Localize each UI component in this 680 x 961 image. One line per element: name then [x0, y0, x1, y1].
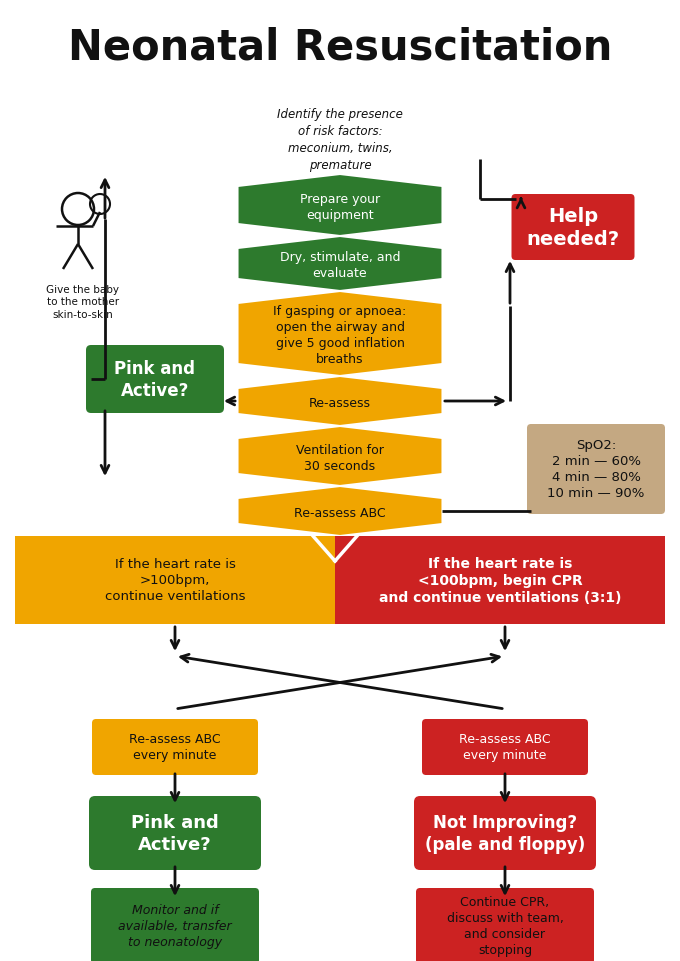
FancyBboxPatch shape [422, 719, 588, 776]
Text: Not Improving?
(pale and floppy): Not Improving? (pale and floppy) [425, 813, 585, 853]
Polygon shape [237, 175, 443, 236]
FancyBboxPatch shape [335, 536, 665, 625]
Text: Re-assess: Re-assess [309, 396, 371, 409]
Text: Continue CPR,
discuss with team,
and consider
stopping: Continue CPR, discuss with team, and con… [447, 896, 564, 956]
FancyBboxPatch shape [92, 719, 258, 776]
FancyBboxPatch shape [414, 796, 596, 870]
Text: Neonatal Resuscitation: Neonatal Resuscitation [68, 27, 612, 69]
Text: Pink and
Active?: Pink and Active? [131, 813, 219, 853]
Text: If the heart rate is
<100bpm, begin CPR
and continue ventilations (3:1): If the heart rate is <100bpm, begin CPR … [379, 556, 622, 604]
FancyBboxPatch shape [86, 346, 224, 413]
Polygon shape [237, 377, 443, 427]
Text: Give the baby
to the mother
skin-to-skin: Give the baby to the mother skin-to-skin [46, 284, 120, 319]
Polygon shape [237, 292, 443, 377]
Text: Re-assess ABC
every minute: Re-assess ABC every minute [129, 732, 221, 762]
Text: Monitor and if
available, transfer
to neonatology: Monitor and if available, transfer to ne… [118, 903, 232, 949]
Text: Re-assess ABC: Re-assess ABC [294, 506, 386, 519]
FancyBboxPatch shape [416, 888, 594, 961]
Text: Dry, stimulate, and
evaluate: Dry, stimulate, and evaluate [279, 251, 401, 280]
Text: Ventilation for
30 seconds: Ventilation for 30 seconds [296, 443, 384, 472]
FancyBboxPatch shape [15, 536, 335, 625]
Text: If gasping or apnoea:
open the airway and
give 5 good inflation
breaths: If gasping or apnoea: open the airway an… [273, 305, 407, 366]
FancyBboxPatch shape [527, 425, 665, 514]
FancyBboxPatch shape [511, 195, 634, 260]
FancyBboxPatch shape [89, 796, 261, 870]
Text: Identify the presence
of risk factors:
meconium, twins,
premature: Identify the presence of risk factors: m… [277, 108, 403, 172]
Text: Prepare your
equipment: Prepare your equipment [300, 192, 380, 221]
Text: If the heart rate is
>100bpm,
continue ventilations: If the heart rate is >100bpm, continue v… [105, 558, 245, 603]
Polygon shape [237, 236, 443, 292]
Text: Pink and
Active?: Pink and Active? [114, 359, 196, 400]
FancyBboxPatch shape [91, 888, 259, 961]
Polygon shape [237, 427, 443, 486]
Text: SpO2:
2 min — 60%
4 min — 80%
10 min — 90%: SpO2: 2 min — 60% 4 min — 80% 10 min — 9… [547, 439, 645, 500]
Polygon shape [237, 486, 443, 536]
Text: Re-assess ABC
every minute: Re-assess ABC every minute [459, 732, 551, 762]
Text: Help
needed?: Help needed? [526, 207, 619, 249]
